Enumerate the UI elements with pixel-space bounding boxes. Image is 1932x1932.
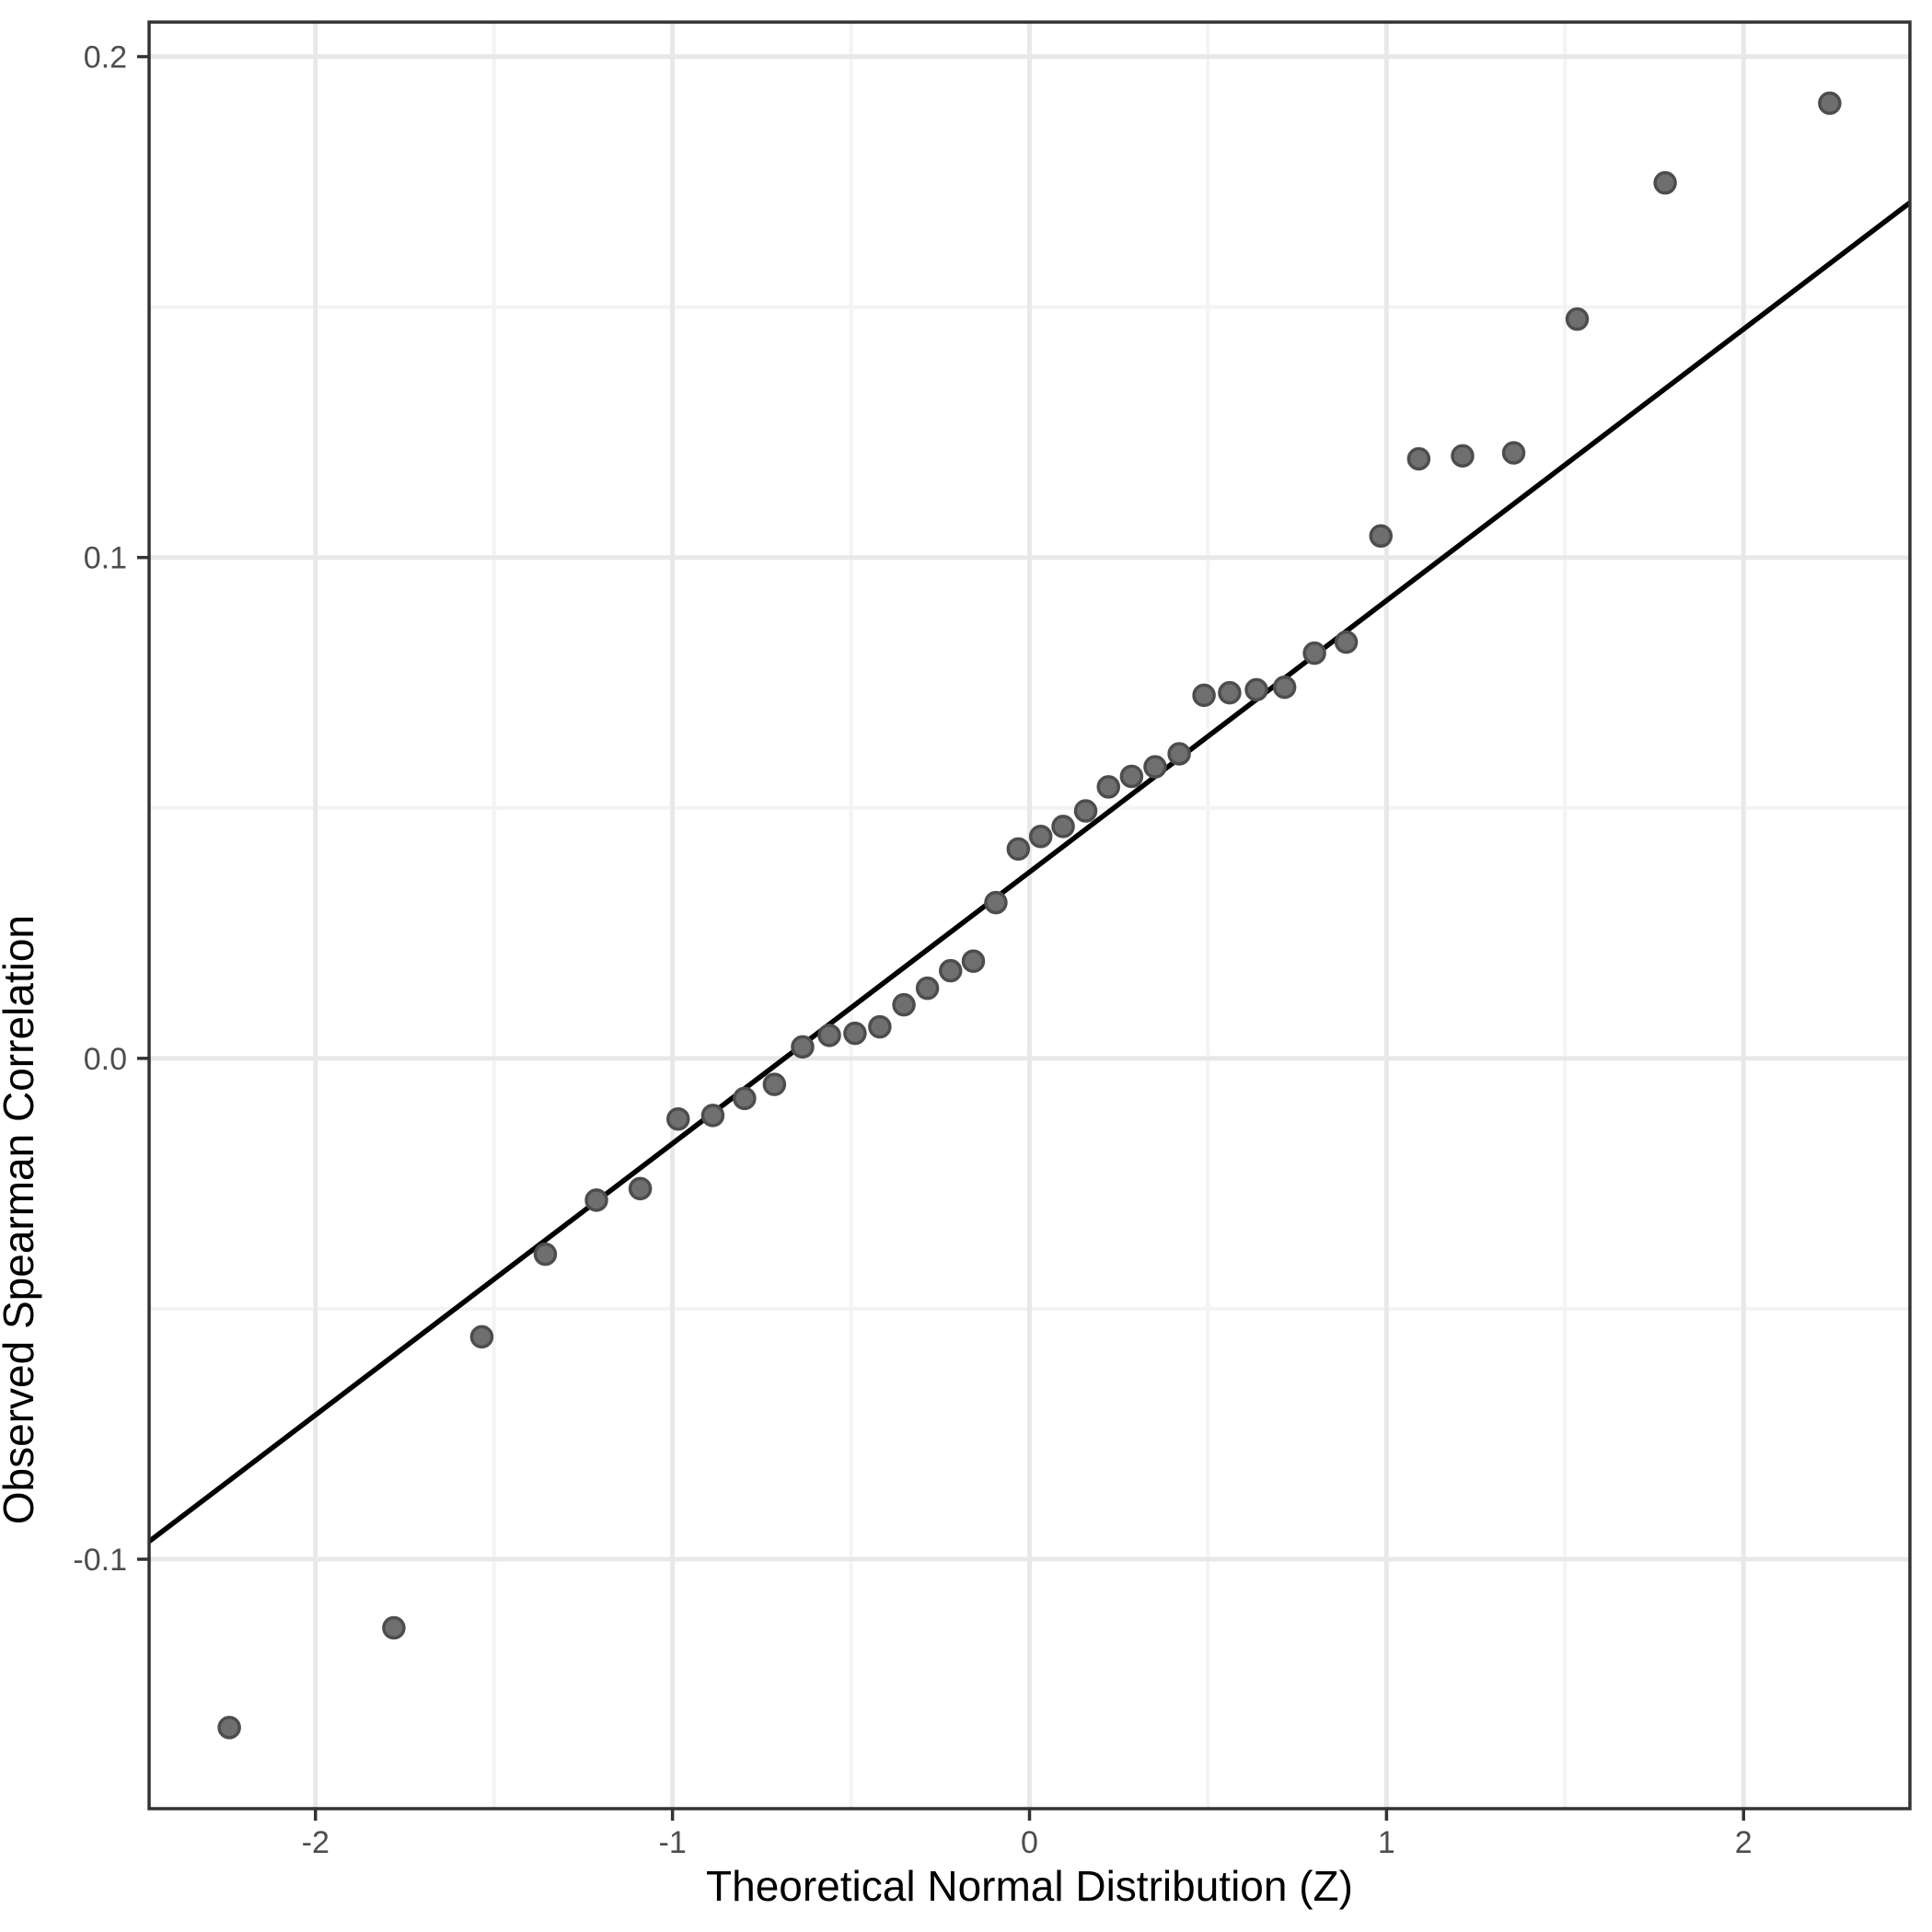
data-point [1218, 680, 1242, 705]
data-point [868, 1014, 892, 1039]
y-axis-title-text: Observed Spearman Correlation [0, 915, 42, 1525]
x-tick-label: 1 [1378, 1825, 1395, 1860]
data-point [1406, 446, 1431, 471]
data-point [1073, 799, 1098, 823]
data-point [1167, 742, 1191, 766]
y-tick-label: 0.0 [84, 1042, 127, 1077]
data-point [1143, 755, 1167, 779]
data-point [1051, 815, 1075, 839]
qq-reference-line [147, 200, 1912, 1544]
data-point [762, 1072, 787, 1096]
data-point [1334, 630, 1359, 654]
data-point [584, 1188, 608, 1212]
data-point [1369, 524, 1393, 549]
data-point [666, 1106, 690, 1131]
y-tick-label: 0.1 [84, 541, 127, 576]
data-point [1244, 677, 1268, 702]
x-tick-label: 2 [1735, 1825, 1753, 1860]
data-point [1818, 91, 1842, 115]
data-point [1653, 170, 1677, 195]
data-point [700, 1104, 725, 1128]
data-point [1192, 683, 1216, 708]
data-point [628, 1176, 653, 1201]
y-tick-label: -0.1 [73, 1543, 127, 1578]
data-point [733, 1086, 757, 1111]
data-point [1119, 764, 1144, 789]
data-point [1302, 641, 1326, 665]
data-point [961, 949, 986, 974]
data-point [1028, 825, 1053, 849]
data-point [843, 1021, 867, 1046]
data-point [382, 1615, 406, 1640]
data-point [817, 1024, 841, 1047]
data-point [915, 976, 940, 1001]
data-point [938, 958, 963, 983]
data-point [791, 1035, 815, 1059]
data-point [1272, 675, 1297, 700]
x-axis-title: Theoretical Normal Distribution (Z) [706, 1862, 1353, 1910]
data-point [1096, 775, 1121, 799]
data-point [1006, 837, 1031, 862]
data-point [984, 890, 1008, 915]
data-point [1501, 441, 1526, 465]
data-point [533, 1242, 558, 1267]
y-tick-label: 0.2 [84, 40, 127, 75]
data-point [892, 992, 916, 1017]
data-point [1565, 307, 1590, 331]
x-tick-label: -1 [659, 1825, 687, 1860]
x-tick-label: -2 [302, 1825, 330, 1860]
data-point [217, 1716, 241, 1740]
x-tick-label: 0 [1021, 1825, 1038, 1860]
data-point [469, 1325, 494, 1349]
data-point [1451, 444, 1475, 468]
